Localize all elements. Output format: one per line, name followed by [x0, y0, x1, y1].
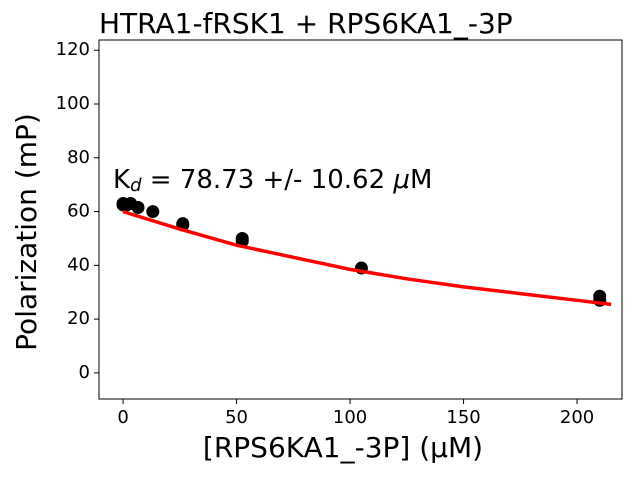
y-tick-label: 0 — [79, 362, 90, 383]
annotation-part: = 78.73 +/- 10.62 — [142, 165, 394, 195]
data-point — [146, 205, 160, 219]
annotation-part: M — [410, 165, 432, 195]
fit-line — [122, 209, 612, 307]
annotation: Kd = 78.73 +/- 10.62 μM — [113, 165, 432, 197]
annotation-part: d — [130, 175, 142, 196]
x-tick-label: 150 — [446, 407, 480, 428]
y-tick-label: 20 — [67, 308, 90, 329]
y-tick-label: 60 — [67, 201, 90, 222]
x-tick-label: 100 — [333, 407, 367, 428]
annotation-part: K — [113, 165, 131, 195]
y-tick-label: 80 — [67, 147, 90, 168]
data-point — [176, 217, 190, 231]
x-axis-label: [RPS6KA1_-3P] (μM) — [203, 431, 483, 464]
x-tick-label: 200 — [560, 407, 594, 428]
y-tick-label: 40 — [67, 254, 90, 275]
x-tick-label: 50 — [225, 407, 248, 428]
plot-frame — [98, 39, 623, 400]
annotation-part: μ — [392, 165, 410, 195]
data-point — [131, 201, 145, 215]
chart-title: HTRA1-fRSK1 + RPS6KA1_-3P — [99, 7, 513, 40]
y-tick-label: 120 — [56, 39, 90, 60]
y-axis-label: Polarization (mP) — [10, 113, 43, 351]
x-tick-label: 0 — [117, 407, 128, 428]
y-tick-label: 100 — [56, 93, 90, 114]
